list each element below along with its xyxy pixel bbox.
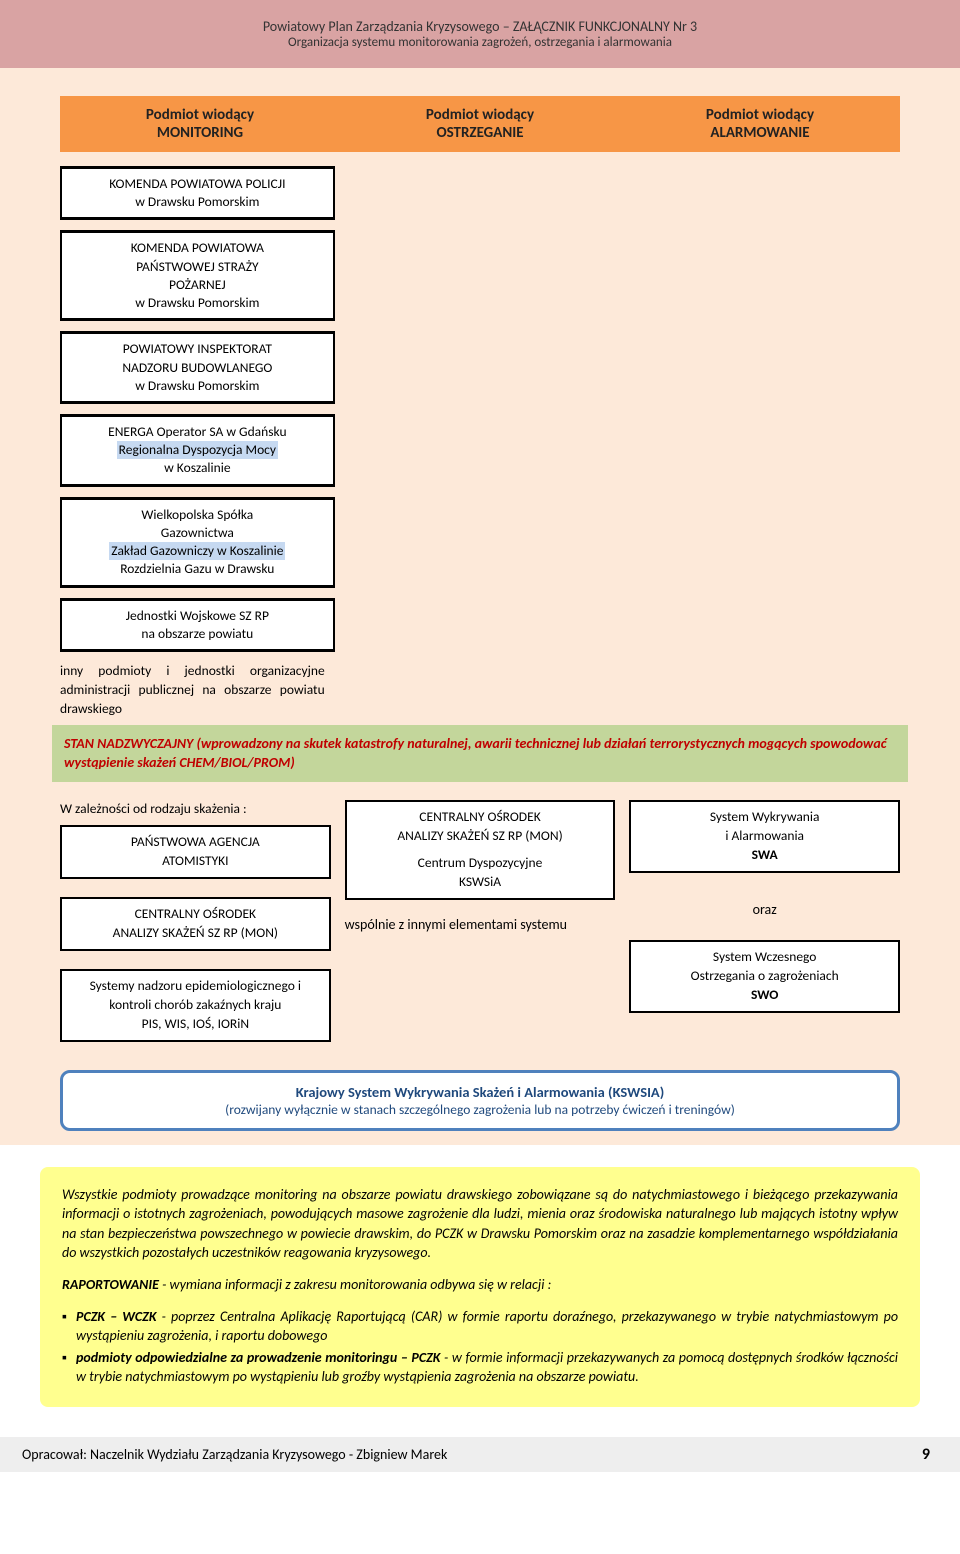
box-line: w Drawsku Pomorskim: [70, 193, 325, 211]
yellow-p2: RAPORTOWANIE - wymiana informacji z zakr…: [62, 1275, 898, 1295]
box-line: KOMENDA POWIATOWA POLICJI: [70, 175, 325, 193]
col-header-monitoring: Podmiot wiodący MONITORING: [60, 96, 340, 152]
box-line: POWIATOWY INSPEKTORAT: [70, 340, 325, 358]
list-item: podmioty odpowiedzialne za prowadzenie m…: [62, 1348, 898, 1387]
col-header-alarmowanie: Podmiot wiodący ALARMOWANIE: [620, 96, 900, 152]
depends-label: W zależności od rodzaju skażenia :: [60, 800, 331, 817]
entity-box: PAŃSTWOWA AGENCJA ATOMISTYKI: [60, 825, 331, 879]
box-line: ATOMISTYKI: [70, 852, 321, 871]
column-headers: Podmiot wiodący MONITORING Podmiot wiodą…: [60, 96, 900, 152]
col-header-label: Podmiot wiodący: [348, 106, 612, 124]
li-bold: PCZK – WCZK: [76, 1308, 156, 1325]
col-header-label: Podmiot wiodący: [68, 106, 332, 124]
box-line: PAŃSTWOWA AGENCJA: [70, 833, 321, 852]
columns-row: KOMENDA POWIATOWA POLICJI w Drawsku Pomo…: [60, 166, 900, 719]
box-line: Centrum Dyspozycyjne: [355, 854, 606, 873]
box-line-highlight: Regionalna Dyspozycja Mocy: [117, 441, 278, 459]
entity-box: KOMENDA POWIATOWA POLICJI w Drawsku Pomo…: [60, 166, 335, 220]
box-line: w Drawsku Pomorskim: [70, 294, 325, 312]
mid-text: wspólnie z innymi elementami systemu: [345, 916, 616, 933]
box-line: POŻARNEJ: [70, 276, 325, 294]
entity-box: System Wykrywania i Alarmowania SWA: [629, 800, 900, 873]
box-line: KOMENDA POWIATOWA: [70, 239, 325, 257]
header-title-1: Powiatowy Plan Zarządzania Kryzysowego –…: [30, 18, 930, 35]
col-header-label: OSTRZEGANIE: [348, 124, 612, 142]
entity-box: Jednostki Wojskowe SZ RP na obszarze pow…: [60, 598, 335, 652]
box-line: CENTRALNY OŚRODEK: [355, 808, 606, 827]
row2-mid: CENTRALNY OŚRODEK ANALIZY SKAŻEŃ SZ RP (…: [345, 800, 616, 1051]
kswsia-sub: (rozwijany wyłącznie w stanach szczególn…: [77, 1101, 883, 1118]
col-ostrzeganie: [343, 166, 626, 719]
header-title-2: Organizacja systemu monitorowania zagroż…: [30, 35, 930, 50]
footer: Opracował: Naczelnik Wydziału Zarządzani…: [0, 1437, 960, 1472]
box-line: SWO: [639, 986, 890, 1005]
col-header-label: MONITORING: [68, 124, 332, 142]
box-line: KSWSiA: [355, 873, 606, 892]
entity-box: Wielkopolska Spółka Gazownictwa Zakład G…: [60, 497, 335, 588]
entity-box: Systemy nadzoru epidemiologicznego i kon…: [60, 969, 331, 1042]
entity-box: KOMENDA POWIATOWA PAŃSTWOWEJ STRAŻY POŻA…: [60, 230, 335, 321]
header-bar: Powiatowy Plan Zarządzania Kryzysowego –…: [0, 0, 960, 68]
entity-box: System Wczesnego Ostrzegania o zagrożeni…: [629, 940, 900, 1013]
list-item: PCZK – WCZK - poprzez Centralna Aplikacj…: [62, 1307, 898, 1346]
yellow-info-block: Wszystkie podmioty prowadzące monitoring…: [40, 1167, 920, 1407]
box-line: Wielkopolska Spółka: [70, 506, 325, 524]
footer-author: Opracował: Naczelnik Wydziału Zarządzani…: [22, 1446, 447, 1463]
box-line: Ostrzegania o zagrożeniach: [639, 967, 890, 986]
box-line: na obszarze powiatu: [70, 625, 325, 643]
li-text: - poprzez Centralna Aplikację Raportując…: [76, 1308, 898, 1345]
raportowanie-label: RAPORTOWANIE: [62, 1276, 159, 1293]
entity-box: CENTRALNY OŚRODEK ANALIZY SKAŻEŃ SZ RP (…: [345, 800, 616, 900]
box-line: ANALIZY SKAŻEŃ SZ RP (MON): [355, 827, 606, 846]
oraz-text: oraz: [629, 895, 900, 918]
kswsia-title: Krajowy System Wykrywania Skażeń i Alarm…: [77, 1083, 883, 1101]
yellow-p1: Wszystkie podmioty prowadzące monitoring…: [62, 1185, 898, 1263]
box-line: Rozdzielnia Gazu w Drawsku: [70, 560, 325, 578]
box-line: i Alarmowania: [639, 827, 890, 846]
box-line: Gazownictwa: [70, 524, 325, 542]
box-line: PAŃSTWOWEJ STRAŻY: [70, 258, 325, 276]
kswsia-box: Krajowy System Wykrywania Skażeń i Alarm…: [60, 1070, 900, 1131]
row2-right: System Wykrywania i Alarmowania SWA oraz…: [629, 800, 900, 1051]
box-line: Jednostki Wojskowe SZ RP: [70, 607, 325, 625]
entity-box: CENTRALNY OŚRODEK ANALIZY SKAŻEŃ SZ RP (…: [60, 897, 331, 951]
yellow-list: PCZK – WCZK - poprzez Centralna Aplikacj…: [62, 1307, 898, 1387]
page: Powiatowy Plan Zarządzania Kryzysowego –…: [0, 0, 960, 1472]
box-line-highlight: Zakład Gazowniczy w Koszalinie: [109, 542, 285, 560]
col-header-ostrzeganie: Podmiot wiodący OSTRZEGANIE: [340, 96, 620, 152]
box-line: Systemy nadzoru epidemiologicznego i kon…: [70, 977, 321, 1015]
box-line: System Wykrywania: [639, 808, 890, 827]
box-line: NADZORU BUDOWLANEGO: [70, 359, 325, 377]
box-line: w Koszalinie: [70, 459, 325, 477]
row2-left: W zależności od rodzaju skażenia : PAŃST…: [60, 800, 331, 1051]
entity-box: POWIATOWY INSPEKTORAT NADZORU BUDOWLANEG…: [60, 331, 335, 404]
box-line: SWA: [639, 846, 890, 865]
raportowanie-text: - wymiana informacji z zakresu monitorow…: [159, 1276, 551, 1293]
main-area: Podmiot wiodący MONITORING Podmiot wiodą…: [0, 68, 960, 1145]
stan-nadzwyczajny-bar: STAN NADZWYCZAJNY (wprowadzony na skutek…: [52, 725, 908, 783]
li-bold: podmioty odpowiedzialne za prowadzenie m…: [76, 1349, 440, 1366]
box-line: ENERGA Operator SA w Gdańsku: [70, 423, 325, 441]
col-alarmowanie: [625, 166, 900, 719]
entity-box: ENERGA Operator SA w Gdańsku Regionalna …: [60, 414, 335, 487]
box-line: ANALIZY SKAŻEŃ SZ RP (MON): [70, 924, 321, 943]
box-line: w Drawsku Pomorskim: [70, 377, 325, 395]
plain-text: inny podmioty i jednostki organizacyjne …: [60, 662, 335, 719]
box-line: System Wczesnego: [639, 948, 890, 967]
row-2: W zależności od rodzaju skażenia : PAŃST…: [60, 800, 900, 1051]
col-header-label: ALARMOWANIE: [628, 124, 892, 142]
col-header-label: Podmiot wiodący: [628, 106, 892, 124]
col-monitoring: KOMENDA POWIATOWA POLICJI w Drawsku Pomo…: [60, 166, 343, 719]
box-line: CENTRALNY OŚRODEK: [70, 905, 321, 924]
box-line: PIS, WIS, IOŚ, IORiN: [70, 1015, 321, 1034]
page-number: 9: [922, 1445, 930, 1464]
